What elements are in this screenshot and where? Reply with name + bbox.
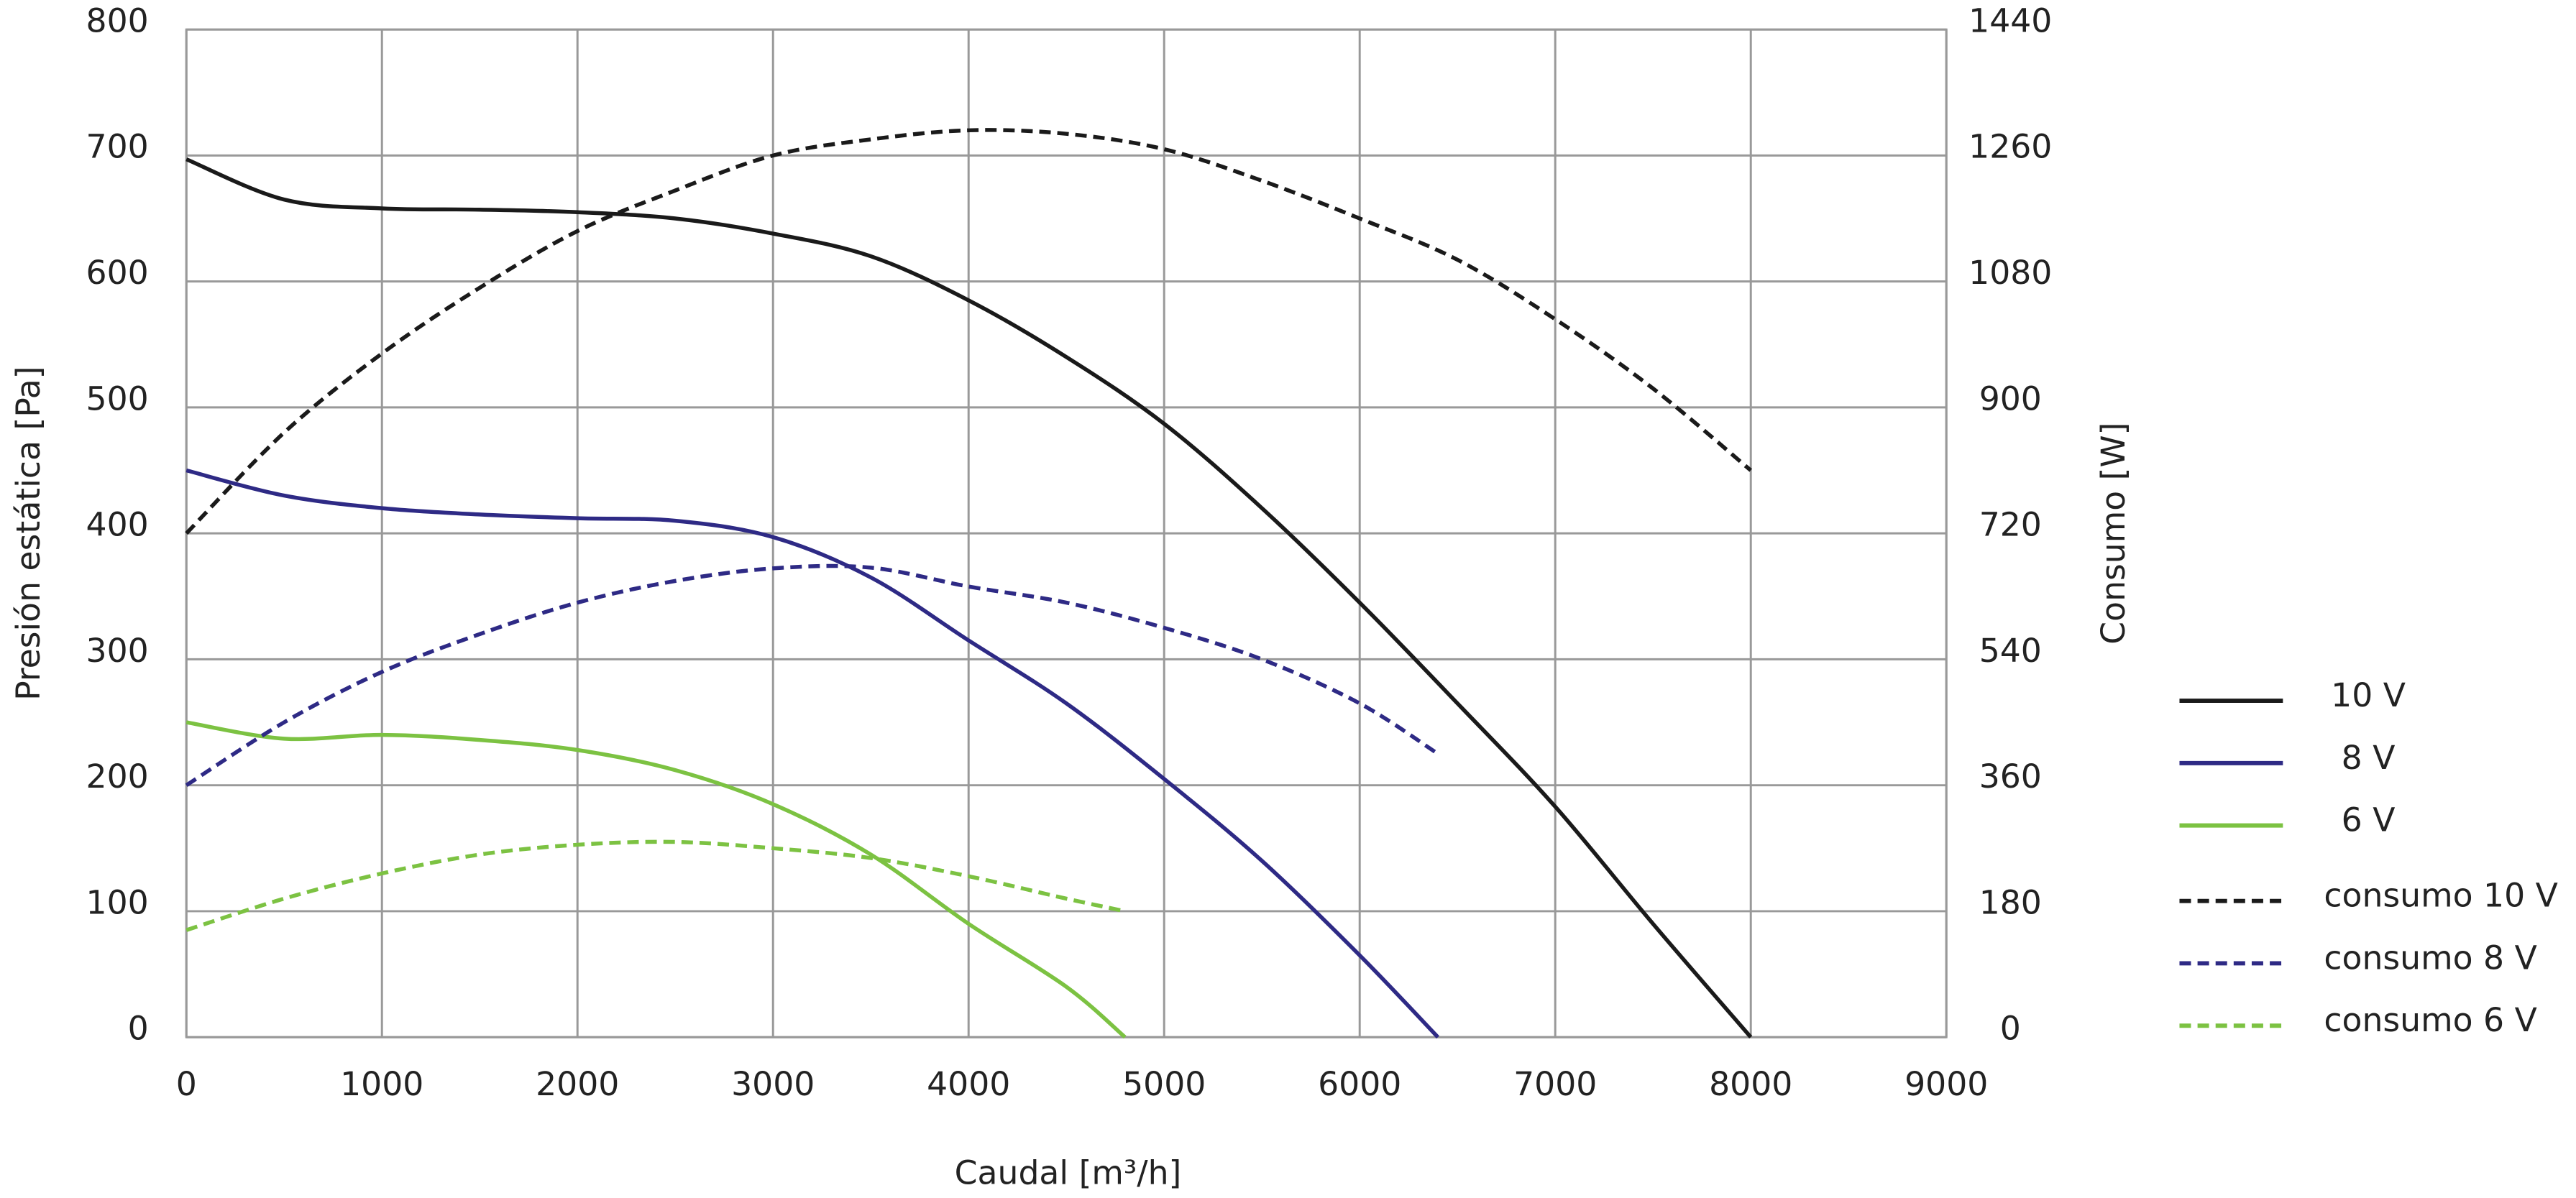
y2-tick-label: 1080 bbox=[1968, 254, 2052, 292]
y-tick-label: 500 bbox=[86, 379, 149, 418]
y-tick-label: 300 bbox=[86, 632, 149, 670]
y-axis-label: Presión estática [Pa] bbox=[9, 366, 47, 700]
x-axis-label: Caudal [m³/h] bbox=[955, 1154, 1182, 1192]
x-tick-label: 1000 bbox=[340, 1065, 423, 1103]
x-tick-label: 6000 bbox=[1318, 1065, 1401, 1103]
legend-label: consumo 8 V bbox=[2324, 939, 2536, 977]
y2-tick-label: 0 bbox=[2000, 1010, 2021, 1048]
y-tick-label: 700 bbox=[86, 128, 149, 166]
y-tick-label: 600 bbox=[86, 254, 149, 292]
legend-label: 8 V bbox=[2342, 739, 2396, 777]
legend-label: 6 V bbox=[2342, 801, 2396, 839]
x-tick-label: 4000 bbox=[927, 1065, 1010, 1103]
x-tick-label: 2000 bbox=[536, 1065, 619, 1103]
series-line bbox=[185, 720, 1127, 1039]
y2-tick-label: 1260 bbox=[1968, 128, 2052, 166]
series-line bbox=[185, 839, 1126, 932]
y-tick-label: 0 bbox=[128, 1010, 149, 1048]
x-tick-label: 9000 bbox=[1905, 1065, 1988, 1103]
x-tick-label: 3000 bbox=[731, 1065, 815, 1103]
y2-tick-label: 360 bbox=[1979, 757, 2042, 796]
series-line bbox=[185, 563, 1439, 787]
legend-label: consumo 6 V bbox=[2324, 1001, 2536, 1039]
x-tick-label: 7000 bbox=[1513, 1065, 1597, 1103]
y2-tick-label: 1440 bbox=[1968, 1, 2052, 40]
x-tick-label: 8000 bbox=[1709, 1065, 1792, 1103]
y-tick-label: 100 bbox=[86, 883, 149, 921]
series-line bbox=[185, 157, 1753, 1039]
y2-tick-label: 540 bbox=[1979, 632, 2042, 670]
y2-tick-label: 900 bbox=[1979, 379, 2042, 418]
y2-tick-label: 180 bbox=[1979, 883, 2042, 921]
y-tick-label: 200 bbox=[86, 757, 149, 796]
y2-tick-label: 720 bbox=[1979, 506, 2042, 544]
series-line bbox=[185, 468, 1439, 1039]
series-line bbox=[185, 128, 1752, 535]
legend-label: 10 V bbox=[2331, 676, 2406, 714]
x-tick-label: 0 bbox=[176, 1065, 197, 1103]
x-tick-label: 5000 bbox=[1122, 1065, 1206, 1103]
legend-label: consumo 10 V bbox=[2324, 877, 2557, 915]
y-tick-label: 800 bbox=[86, 1, 149, 40]
y2-axis-label: Consumo [W] bbox=[2094, 423, 2132, 645]
y-tick-label: 400 bbox=[86, 506, 149, 544]
